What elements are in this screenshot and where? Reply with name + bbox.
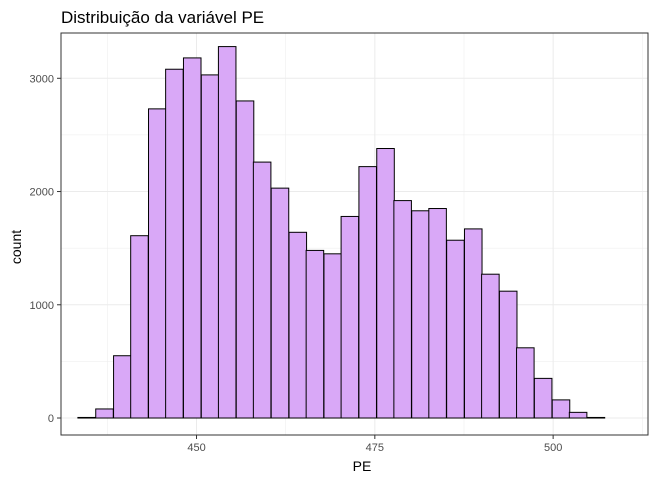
y-tick-label: 0 [48, 413, 54, 425]
x-axis: 450 475 500 [187, 435, 562, 454]
histogram-bar [376, 148, 395, 419]
x-axis-title: PE [353, 458, 372, 474]
histogram-bar [463, 228, 483, 419]
histogram-bar [148, 108, 167, 419]
histogram-bar [252, 161, 272, 419]
histogram-bar [586, 416, 606, 419]
x-tick-label: 450 [187, 442, 205, 454]
x-tick-label: 500 [544, 442, 562, 454]
histogram-bar [428, 208, 447, 419]
histogram-bar [235, 100, 255, 419]
histogram-bar [446, 239, 465, 419]
y-tick-label: 1000 [30, 300, 54, 312]
histogram-bars [77, 46, 606, 419]
chart-title: Distribuição da variável PE [61, 8, 264, 27]
histogram-bar [568, 411, 588, 419]
histogram-bar [270, 187, 290, 419]
y-axis-title: count [8, 230, 24, 264]
histogram-bar [288, 231, 308, 419]
histogram-bar [481, 273, 500, 419]
histogram-bar [182, 57, 202, 419]
histogram-bar [113, 355, 132, 419]
histogram-bar [130, 235, 149, 419]
histogram-bar [533, 377, 553, 419]
histogram-bar [200, 74, 220, 419]
histogram-bar [498, 290, 518, 419]
histogram-bar [393, 200, 412, 419]
panel-border [60, 32, 649, 436]
y-tick-label: 3000 [30, 73, 54, 85]
histogram-bar [358, 166, 377, 419]
y-tick-label: 2000 [30, 187, 54, 199]
histogram-bar [323, 253, 343, 419]
histogram-bar [305, 249, 325, 419]
histogram-bar [217, 46, 237, 419]
histogram-bar [411, 210, 430, 419]
histogram-bar [340, 215, 360, 419]
x-tick-label: 475 [366, 442, 384, 454]
y-axis: 0 1000 2000 3000 [30, 73, 61, 425]
histogram-bar [77, 416, 96, 419]
histogram-bar [165, 68, 184, 419]
histogram-bar [95, 408, 114, 419]
histogram-bar [551, 399, 571, 419]
histogram-bar [516, 347, 535, 419]
